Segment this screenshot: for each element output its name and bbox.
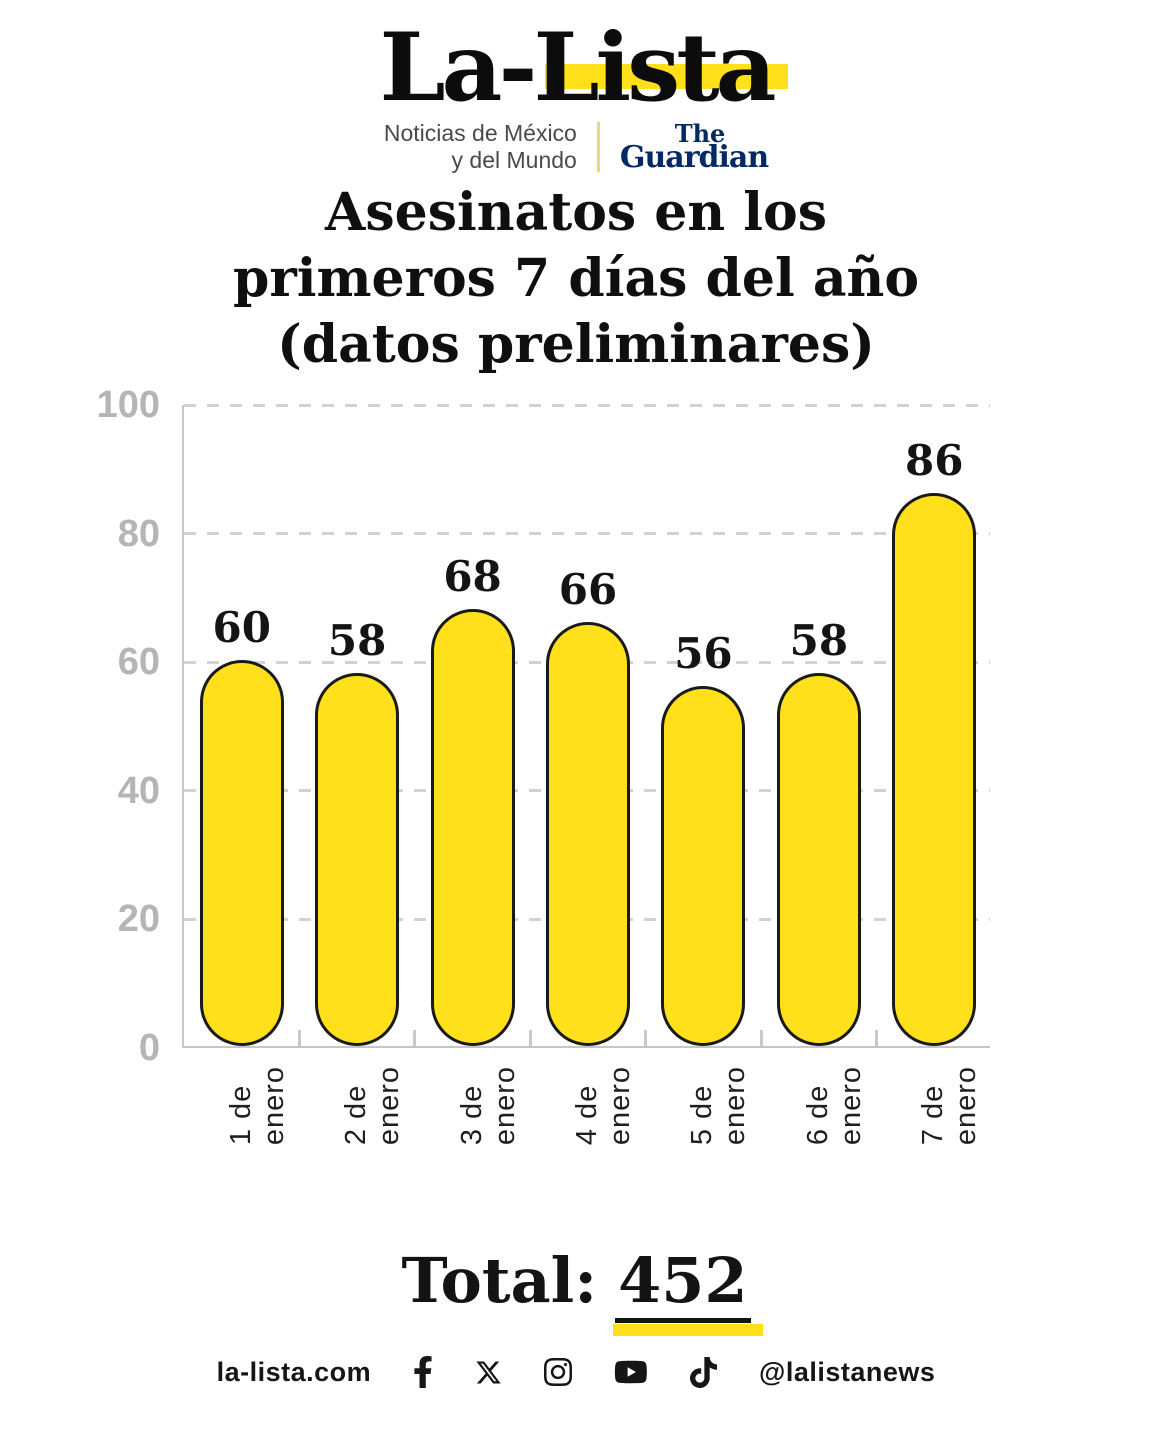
bar-value-label: 86 xyxy=(905,436,964,486)
tiktok-icon xyxy=(689,1356,718,1388)
footer: la-lista.com @lalistanews xyxy=(0,1356,1152,1388)
tagline-line-2: y del Mundo xyxy=(451,147,577,173)
brand-tagline: Noticias de México y del Mundo xyxy=(384,120,577,174)
chart-title-line-3: (datos preliminares) xyxy=(277,314,875,375)
bar-3-de-enero xyxy=(430,608,515,1046)
bar-value-label: 66 xyxy=(558,564,618,614)
x-axis-tick xyxy=(297,1030,301,1046)
guardian-logo-name: Guardian xyxy=(619,139,769,175)
x-axis-label: 2 de enero xyxy=(340,1066,406,1146)
la-lista-logo: La-Lista xyxy=(379,18,789,118)
brand-header: La-Lista Noticias de México y del Mundo … xyxy=(0,18,1152,174)
logo-wordmark: La-Lista xyxy=(379,13,776,123)
plot-area: 0 20 40 60 80 100 60 1 de enero 58 2 de enero 68 3 … xyxy=(97,384,990,1145)
social-handle-label: @lalistanews xyxy=(759,1356,936,1387)
chart-title-line-2: primeros 7 días del año xyxy=(232,248,920,309)
y-axis-tick-label: 100 xyxy=(96,384,160,426)
instagram-icon xyxy=(544,1356,573,1388)
x-axis-tick xyxy=(644,1030,648,1046)
y-axis-tick-label: 40 xyxy=(117,769,160,812)
y-axis-tick-label: 60 xyxy=(117,641,160,684)
x-axis-tick xyxy=(759,1030,763,1046)
bar-4-de-enero xyxy=(546,621,630,1046)
x-axis-tick xyxy=(528,1030,532,1046)
y-axis-tick-label: 0 xyxy=(138,1027,160,1069)
x-axis-tick xyxy=(413,1030,417,1046)
gridline-100 xyxy=(184,403,990,407)
bar-6-de-enero xyxy=(776,673,861,1046)
vertical-divider xyxy=(596,122,600,172)
chart-title: Asesinatos en los primeros 7 días del añ… xyxy=(0,180,1152,378)
the-guardian-logo: The Guardian xyxy=(619,118,769,175)
bar-value-label: 60 xyxy=(212,603,271,653)
website-label: la-lista.com xyxy=(216,1356,372,1387)
bar-2-de-enero xyxy=(315,673,400,1046)
x-axis-label: 7 de enero xyxy=(917,1066,983,1146)
x-axis-label: 1 de enero xyxy=(224,1066,290,1146)
total-value: 452 xyxy=(613,1244,763,1336)
bar-5-de-enero xyxy=(661,685,746,1046)
x-axis-label: 4 de enero xyxy=(571,1066,636,1146)
y-axis-tick-label: 20 xyxy=(117,898,160,941)
bar-value-label: 58 xyxy=(789,616,849,666)
bar-7-de-enero xyxy=(892,493,977,1046)
youtube-icon xyxy=(614,1357,648,1387)
x-axis-label: 3 de enero xyxy=(455,1066,521,1146)
bar-value-label: 58 xyxy=(327,616,387,666)
bar-value-label: 68 xyxy=(443,551,502,601)
bar-value-label: 56 xyxy=(674,628,733,678)
logo-highlight-band xyxy=(544,64,789,89)
facebook-icon xyxy=(413,1356,433,1388)
total-line: Total: 452 xyxy=(0,1244,1152,1336)
chart-title-line-1: Asesinatos en los xyxy=(324,182,828,243)
guardian-logo-the: The xyxy=(674,118,726,148)
total-label: Total: xyxy=(401,1244,598,1317)
brand-subrow: Noticias de México y del Mundo The Guard… xyxy=(0,120,1152,174)
x-axis-tick xyxy=(875,1030,879,1046)
x-axis-label: 5 de enero xyxy=(686,1066,752,1146)
bar-1-de-enero xyxy=(199,660,284,1046)
gridline-80 xyxy=(184,532,990,536)
x-axis-label: 6 de enero xyxy=(801,1066,867,1146)
tagline-line-1: Noticias de México xyxy=(383,120,577,146)
y-axis-tick-label: 80 xyxy=(117,512,160,555)
x-icon xyxy=(475,1359,502,1386)
